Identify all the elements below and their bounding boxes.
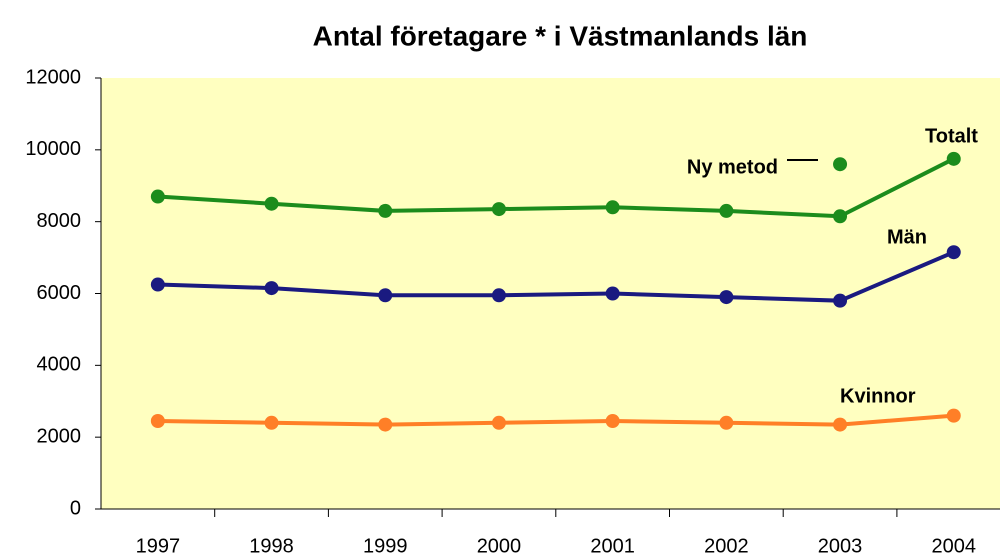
point (946, 245, 961, 260)
point (491, 288, 506, 303)
y-tick-label: 0 (70, 497, 81, 519)
series-label: Ny metod (687, 156, 778, 178)
series-label: Män (887, 226, 927, 248)
point (605, 200, 620, 215)
point (833, 157, 848, 172)
point (264, 281, 279, 296)
point (719, 290, 734, 305)
point (491, 415, 506, 430)
point (491, 202, 506, 217)
x-tick-label: 1999 (363, 535, 408, 557)
point (264, 196, 279, 211)
x-tick-label: 1998 (249, 535, 294, 557)
point (605, 286, 620, 301)
y-tick-label: 2000 (37, 425, 82, 447)
point (264, 415, 279, 430)
point (719, 203, 734, 218)
x-tick-label: 2000 (477, 535, 522, 557)
series-line (157, 250, 955, 303)
point (719, 415, 734, 430)
point (378, 417, 393, 432)
y-tick-label: 8000 (37, 210, 82, 232)
point (150, 189, 165, 204)
series-line (157, 413, 954, 427)
y-tick-label: 6000 (37, 282, 82, 304)
point (378, 203, 393, 218)
point (946, 151, 961, 166)
point (833, 209, 848, 224)
series-label: Kvinnor (840, 385, 916, 407)
x-tick-label: 2004 (932, 535, 977, 557)
y-tick-label: 12000 (25, 66, 81, 88)
point (946, 408, 961, 423)
point (378, 288, 393, 303)
series-line (157, 157, 955, 219)
point (833, 417, 848, 432)
y-tick-label: 4000 (37, 354, 82, 376)
series-label: Totalt (925, 125, 978, 147)
point (833, 293, 848, 308)
chart-title: Antal företagare * i Västmanlands län (313, 20, 808, 51)
y-tick-label: 10000 (25, 138, 81, 160)
point (150, 277, 165, 292)
x-tick-label: 1997 (136, 535, 181, 557)
x-tick-label: 2001 (590, 535, 635, 557)
point (605, 414, 620, 429)
point (150, 414, 165, 429)
x-tick-label: 2003 (818, 535, 863, 557)
x-tick-label: 2002 (704, 535, 749, 557)
